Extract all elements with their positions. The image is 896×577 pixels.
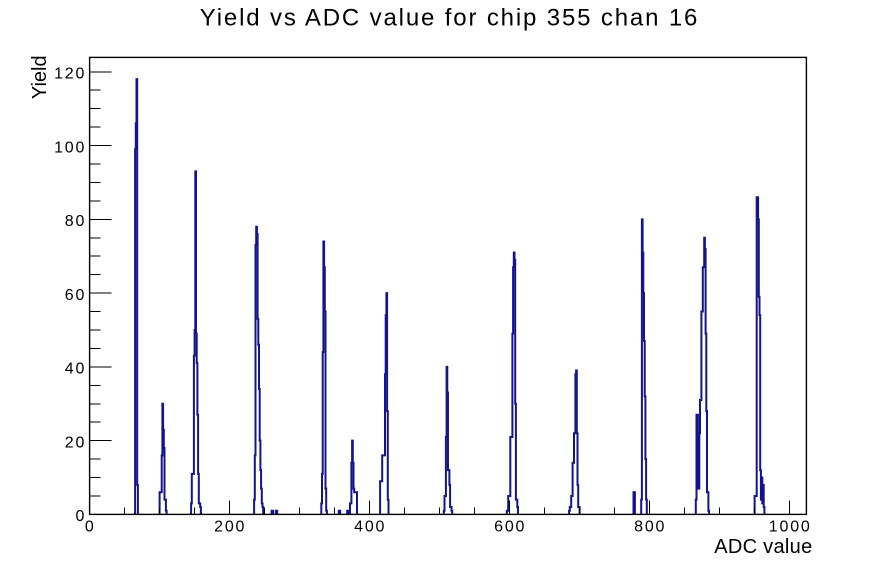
svg-text:60: 60 — [65, 287, 86, 304]
svg-text:400: 400 — [354, 519, 386, 536]
svg-text:40: 40 — [65, 361, 86, 378]
svg-text:Yield vs ADC value for chip 35: Yield vs ADC value for chip 355 chan 16 — [200, 5, 700, 32]
svg-text:0: 0 — [85, 519, 96, 536]
svg-text:200: 200 — [214, 519, 246, 536]
svg-text:ADC value: ADC value — [714, 536, 812, 558]
svg-text:Yield: Yield — [29, 55, 51, 99]
svg-text:800: 800 — [634, 519, 666, 536]
svg-text:20: 20 — [65, 434, 86, 451]
svg-text:1000: 1000 — [769, 519, 812, 536]
svg-text:120: 120 — [54, 65, 86, 82]
svg-text:0: 0 — [75, 508, 86, 525]
svg-text:600: 600 — [494, 519, 526, 536]
svg-text:80: 80 — [65, 213, 86, 230]
svg-text:100: 100 — [54, 139, 86, 156]
